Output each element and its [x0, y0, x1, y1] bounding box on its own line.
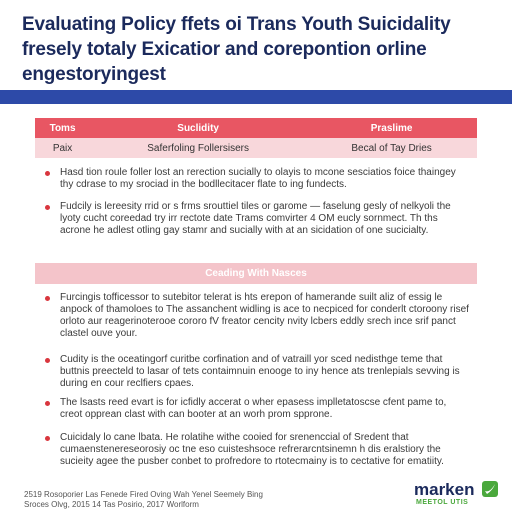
logo-icon [482, 481, 498, 497]
bullet [45, 205, 50, 210]
footer-line: 2519 Rosoporier Las Fenede Fired Oving W… [24, 490, 263, 499]
title: Evaluating Policy ffets oi Trans Youth S… [22, 14, 451, 85]
header-cell: Suclidity [90, 118, 307, 138]
logo-icon-bg [482, 481, 498, 497]
header: Evaluating Policy ffets oi Trans Youth S… [0, 0, 512, 104]
header-cell: Toms [35, 118, 91, 138]
header-cell: Praslime [306, 118, 477, 138]
table-header: Toms Suclidity Praslime [35, 118, 477, 138]
bullet-text: Furcingis tofficessor to sutebitor teler… [60, 292, 469, 339]
bullet [45, 171, 50, 176]
cell: Saferfoling Follersisers [90, 138, 307, 158]
bullet-text: Cuicidaly lo cane lbata. He rolatihe wit… [60, 432, 444, 467]
bullet [45, 401, 50, 406]
table-row: Paix Saferfoling Follersisers Becal of T… [35, 138, 477, 158]
bullet [45, 296, 50, 301]
cell: Paix [35, 138, 91, 158]
bullet-text: Hasd tion roule foller lost an rerection… [60, 167, 456, 190]
table: Toms Suclidity Praslime Paix Saferfoling… [35, 118, 477, 158]
bullet [45, 436, 50, 441]
bullet-text: Cudity is the oceatingorf curitbe corfin… [60, 354, 460, 389]
bullet [45, 358, 50, 363]
logo-swoosh [485, 484, 495, 494]
section-header: Ceading With Nasces [35, 263, 477, 284]
header-band [0, 90, 512, 104]
cell: Becal of Tay Dries [306, 138, 477, 158]
footer: 2519 Rosoporier Las Fenede Fired Oving W… [24, 490, 263, 510]
logo-subtitle: MEETOL UTIS [416, 499, 469, 506]
bullet-text: The lsasts reed evart is for icfidly acc… [60, 397, 447, 420]
bullet-text: Fudcily is lereesity rrid or s frms srou… [60, 201, 451, 236]
footer-line: Sroces Olvg, 2015 14 Tas Posirio, 2017 W… [24, 500, 199, 509]
logo: marken [414, 480, 475, 499]
